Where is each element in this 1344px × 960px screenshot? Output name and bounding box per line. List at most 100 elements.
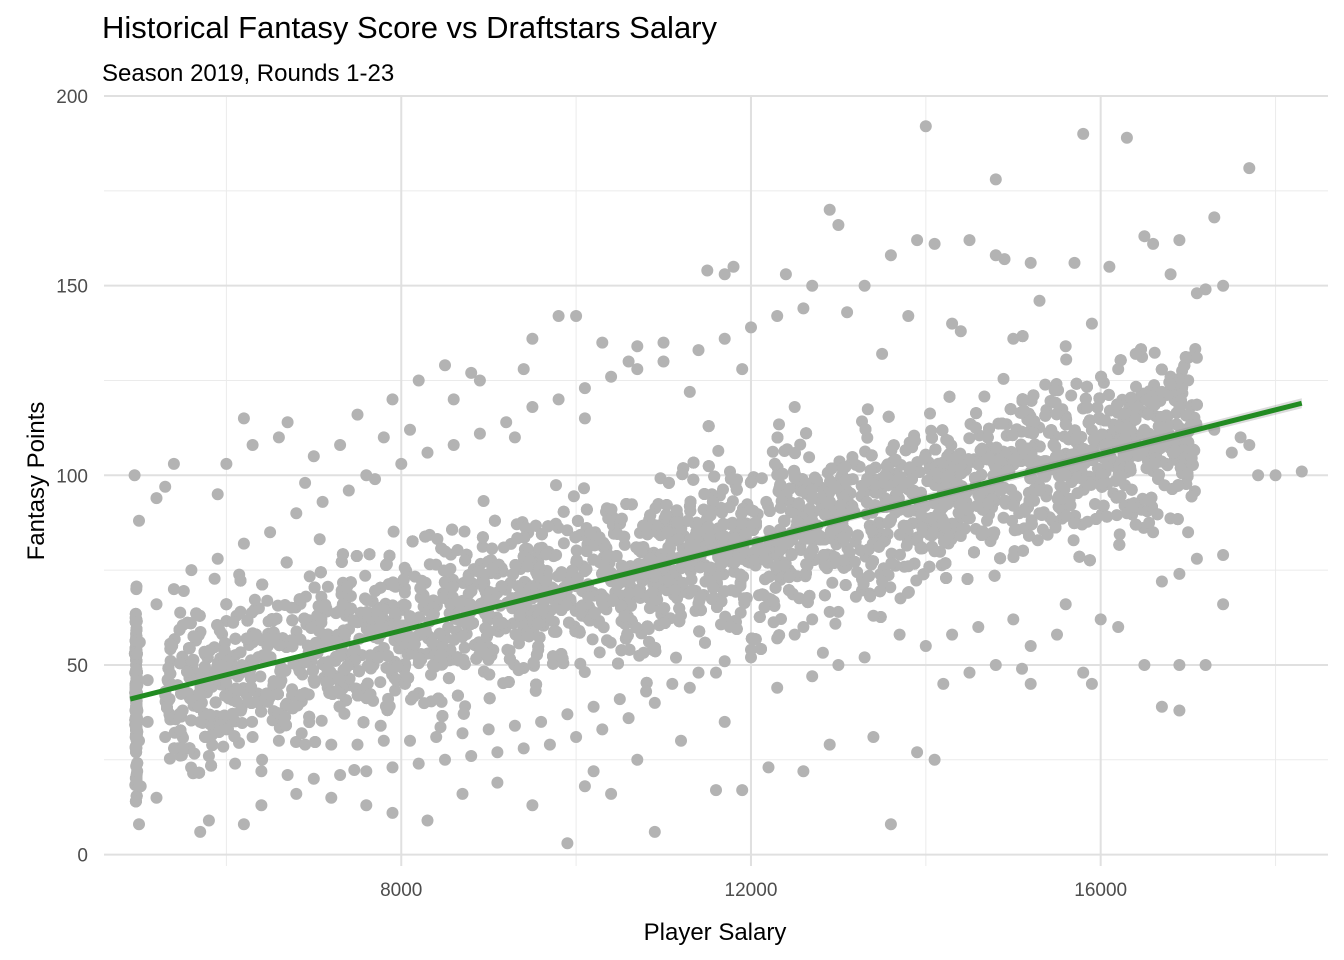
scatter-point [174,606,187,619]
scatter-point [677,577,689,589]
scatter-point [763,525,776,537]
scatter-point [785,548,798,561]
scatter-point [829,617,842,630]
scatter-point [901,586,914,599]
scatter-point [1125,391,1137,404]
scatter-point [936,424,949,437]
scatter-point [839,474,852,487]
scatter-point [698,488,711,500]
scatter-point [529,519,542,532]
scatter-point [1148,398,1161,411]
scatter-point [865,524,878,537]
scatter-point [279,599,291,611]
scatter-point [256,753,269,766]
scatter-point [803,532,816,545]
scatter-point [173,657,186,670]
scatter-point [560,599,573,612]
scatter-point [486,542,498,555]
scatter-point [943,390,956,403]
scatter-point [735,507,748,520]
scatter-point [476,531,489,544]
scatter-point [248,593,261,606]
scatter-point [341,580,353,593]
scatter-point [187,653,200,666]
scatter-point [1095,370,1108,383]
scatter-point [557,537,570,550]
scatter-point [309,736,322,748]
scatter-point [773,418,785,431]
scatter-point [360,593,373,606]
scatter-point [220,676,233,689]
scatter-point [978,390,991,403]
scatter-point [187,630,200,643]
scatter-point [246,715,259,728]
scatter-point [458,641,471,654]
scatter-point [718,585,730,598]
scatter-point [433,627,446,640]
scatter-point [470,652,483,665]
scatter-point [1171,513,1184,526]
scatter-point [702,520,715,533]
scatter-point [719,610,732,623]
scatter-point [662,476,675,489]
scatter-point [670,651,682,664]
scatter-point [532,640,545,653]
scatter-point [348,764,361,776]
scatter-point [615,644,628,657]
scatter-point [1006,429,1019,442]
scatter-point [459,554,472,567]
scatter-point [236,717,249,729]
scatter-point [383,549,396,562]
scatter-point [981,453,993,466]
scatter-point [826,576,839,589]
scatter-point [479,647,492,660]
scatter-point [198,660,211,673]
scatter-point [348,642,361,655]
scatter-point [374,719,387,732]
scatter-point [738,592,750,605]
scatter-point [462,573,475,586]
scatter-point [661,526,674,538]
scatter-point [758,553,771,566]
scatter-point [1118,407,1131,420]
scatter-point [848,555,861,568]
scatter-point [776,467,789,480]
scatter-point [446,523,459,536]
scatter-point [756,588,769,601]
scatter-point [578,482,590,495]
scatter-point [1171,418,1184,431]
scatter-point [774,501,787,514]
scatter-point [788,447,801,460]
scatter-point [267,675,280,688]
scatter-point [969,471,981,484]
scatter-point [483,625,496,638]
scatter-point [451,689,464,702]
scatter-point [364,688,377,701]
scatter-point [254,670,267,683]
scatter-point [1025,394,1038,407]
scatter-point [649,641,661,654]
scatter-point [554,568,567,581]
scatter-point [693,625,706,638]
scatter-point [649,568,662,581]
scatter-point [621,628,634,640]
scatter-point [715,502,728,514]
scatter-point [644,552,657,565]
scatter-point [1024,472,1037,485]
scatter-point [1151,508,1164,521]
scatter-point [389,606,402,619]
scatter-point [687,456,700,469]
scatter-point [939,557,952,570]
scatter-point [1010,451,1023,464]
scatter-point [293,593,306,606]
scatter-point [767,595,780,608]
scatter-point [234,574,247,587]
scatter-point [286,614,299,627]
scatter-point [926,431,938,444]
scatter-point [363,548,376,561]
scatter-point [465,585,478,597]
scatter-point [163,752,176,765]
scatter-point [353,665,366,678]
scatter-point [361,606,373,619]
scatter-point [234,704,247,717]
